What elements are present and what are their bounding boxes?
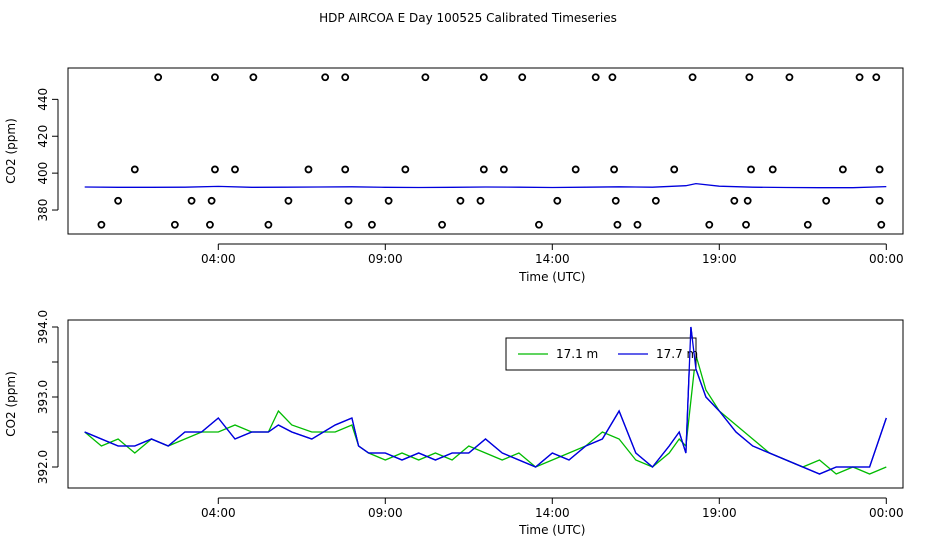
data-point xyxy=(341,165,350,174)
legend: 17.1 m 17.7 m xyxy=(505,337,698,371)
data-point xyxy=(438,220,446,229)
x-tick-label: 09:00 xyxy=(368,252,403,266)
y-tick-label: 392.0 xyxy=(36,450,50,484)
data-point xyxy=(877,220,886,229)
x-tick-label: 19:00 xyxy=(702,506,737,520)
data-point xyxy=(518,73,527,82)
x-tick-label: 14:00 xyxy=(535,252,570,266)
data-point xyxy=(875,196,884,205)
x-tick-label: 09:00 xyxy=(368,506,403,520)
data-point xyxy=(633,220,642,229)
y-tick-label: 380 xyxy=(36,199,50,222)
x-axis-label: Time (UTC) xyxy=(518,523,585,537)
data-point xyxy=(608,73,617,82)
x-tick-label: 14:00 xyxy=(535,506,570,520)
data-point xyxy=(344,196,353,205)
plot-frame xyxy=(67,319,904,489)
legend-label: 17.7 m xyxy=(656,347,698,361)
x-tick-label: 00:00 xyxy=(869,506,904,520)
data-point xyxy=(872,73,881,82)
data-point xyxy=(154,73,163,82)
data-point xyxy=(170,220,179,229)
data-point xyxy=(187,196,196,205)
data-point xyxy=(479,165,488,174)
data-point xyxy=(535,220,543,229)
data-point xyxy=(875,165,884,174)
data-point xyxy=(476,196,485,205)
data-point xyxy=(130,165,139,174)
data-point xyxy=(747,165,755,174)
data-point xyxy=(284,196,293,205)
lower-co2-panel: 04:00 09:00 14:00 19:00 00:00 Time (UTC) 392.0… xyxy=(4,310,904,537)
upper-co2-panel: 04:00 09:00 14:00 19:00 00:00 Time (UTC) 380 40… xyxy=(4,67,904,284)
data-point xyxy=(553,196,562,205)
data-point xyxy=(456,196,465,205)
series-line-co2 xyxy=(84,182,887,189)
data-point xyxy=(768,165,777,174)
data-point xyxy=(705,220,714,229)
data-point xyxy=(304,165,313,174)
data-point xyxy=(803,220,812,229)
data-point xyxy=(855,73,864,82)
y-axis-label: CO2 (ppm) xyxy=(4,118,18,184)
data-point xyxy=(479,73,488,82)
data-point xyxy=(206,220,214,229)
x-axis-label: Time (UTC) xyxy=(518,270,585,284)
data-point xyxy=(384,196,393,205)
data-point xyxy=(211,165,219,174)
data-point xyxy=(97,220,106,229)
data-point xyxy=(610,165,618,174)
x-tick-label: 04:00 xyxy=(201,252,236,266)
data-point xyxy=(688,73,697,82)
data-point xyxy=(785,73,794,82)
data-point xyxy=(745,73,754,82)
series-line-17-1m xyxy=(84,354,887,475)
data-point xyxy=(341,73,350,82)
data-point xyxy=(571,165,580,174)
data-point xyxy=(321,73,330,82)
data-point xyxy=(368,220,376,229)
y-tick-label: 393.0 xyxy=(36,380,50,414)
data-point xyxy=(591,73,600,82)
legend-label: 17.1 m xyxy=(556,347,598,361)
y-tick-label: 394.0 xyxy=(36,310,50,344)
data-point xyxy=(743,196,752,205)
y-tick-label: 400 xyxy=(36,162,50,185)
data-point xyxy=(421,73,430,82)
data-point xyxy=(822,196,831,205)
data-point xyxy=(838,165,847,174)
series-line-17-7m-overlay xyxy=(84,326,887,475)
y-tick-label: 440 xyxy=(36,88,50,111)
x-tick-label: 00:00 xyxy=(869,252,904,266)
data-point xyxy=(651,196,660,205)
data-point xyxy=(249,73,258,82)
plot-frame xyxy=(67,67,904,235)
data-point xyxy=(207,196,216,205)
data-point xyxy=(742,220,750,229)
data-point xyxy=(611,196,620,205)
data-point xyxy=(730,196,739,205)
page-title: HDP AIRCOA E Day 100525 Calibrated Times… xyxy=(319,11,617,25)
y-axis-label: CO2 (ppm) xyxy=(4,371,18,437)
data-point xyxy=(670,165,679,174)
x-tick-label: 19:00 xyxy=(702,252,737,266)
data-point xyxy=(231,165,239,174)
x-tick-label: 04:00 xyxy=(201,506,236,520)
y-tick-label: 420 xyxy=(36,125,50,148)
data-point xyxy=(264,220,273,229)
data-point xyxy=(211,73,219,82)
data-point xyxy=(114,196,122,205)
data-point xyxy=(401,165,410,174)
data-point xyxy=(613,220,622,229)
data-point xyxy=(499,165,508,174)
data-point xyxy=(344,220,353,229)
